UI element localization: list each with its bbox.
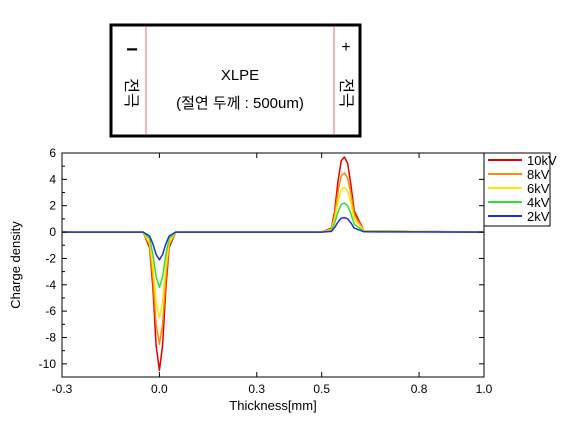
legend-label-4kV: 4kV (527, 195, 550, 210)
right-electrode-sign: + (341, 39, 350, 56)
y-tick-label: 6 (49, 146, 56, 160)
series-line-6kV (62, 186, 485, 319)
diagram-frame (109, 23, 362, 138)
legend-label-8kV: 8kV (527, 167, 550, 182)
plot-frame (61, 152, 485, 378)
right-electrode-label: 전극 (337, 78, 355, 107)
series-line-8kV (62, 172, 485, 345)
y-tick-label: 2 (49, 199, 56, 213)
y-axis-ticks: -10 -8 -6 -4 -2 0 2 4 6 (39, 146, 484, 378)
legend-label-10kV: 10kV (527, 153, 557, 168)
x-axis-title: Thickness[mm] (229, 398, 316, 413)
y-tick-label: 0 (49, 225, 56, 239)
y-tick-label: -6 (45, 304, 56, 318)
series-line-10kV (62, 156, 485, 372)
left-electrode-label: 전극 (122, 78, 140, 107)
x-tick-label: 0.0 (151, 382, 168, 396)
y-tick-label: -4 (45, 278, 56, 292)
left-electrode-sign: − (126, 39, 138, 61)
x-axis-ticks: -0.3 0.0 0.3 0.5 0.8 1.0 (52, 153, 493, 396)
material-label: XLPE (221, 67, 259, 84)
legend-label-2kV: 2kV (527, 209, 550, 224)
x-tick-label: 0.8 (411, 382, 428, 396)
y-tick-label: -8 (45, 330, 56, 344)
x-tick-label: 1.0 (476, 382, 493, 396)
thickness-note: (절연 두께 : 500um) (176, 95, 304, 112)
legend-label-6kV: 6kV (527, 181, 550, 196)
x-tick-label: 0.3 (248, 382, 265, 396)
insulation-diagram: − 전극 + 전극 XLPE (절연 두께 : 500um) (109, 23, 362, 138)
series-line-2kV (62, 216, 485, 261)
series-layer (62, 156, 485, 372)
y-tick-label: -10 (39, 357, 57, 371)
x-tick-label: 0.5 (313, 382, 330, 396)
x-tick-label: -0.3 (52, 382, 73, 396)
series-line-4kV (62, 202, 485, 289)
y-axis-title: Charge density (8, 221, 23, 309)
y-tick-label: 4 (49, 172, 56, 186)
legend-box (483, 152, 551, 227)
charge-density-chart: -0.3 0.0 0.3 0.5 0.8 1.0 -10 -8 -6 -4 -2 0 2 4 6 Thic… (8, 146, 557, 413)
y-tick-label: -2 (45, 251, 56, 265)
